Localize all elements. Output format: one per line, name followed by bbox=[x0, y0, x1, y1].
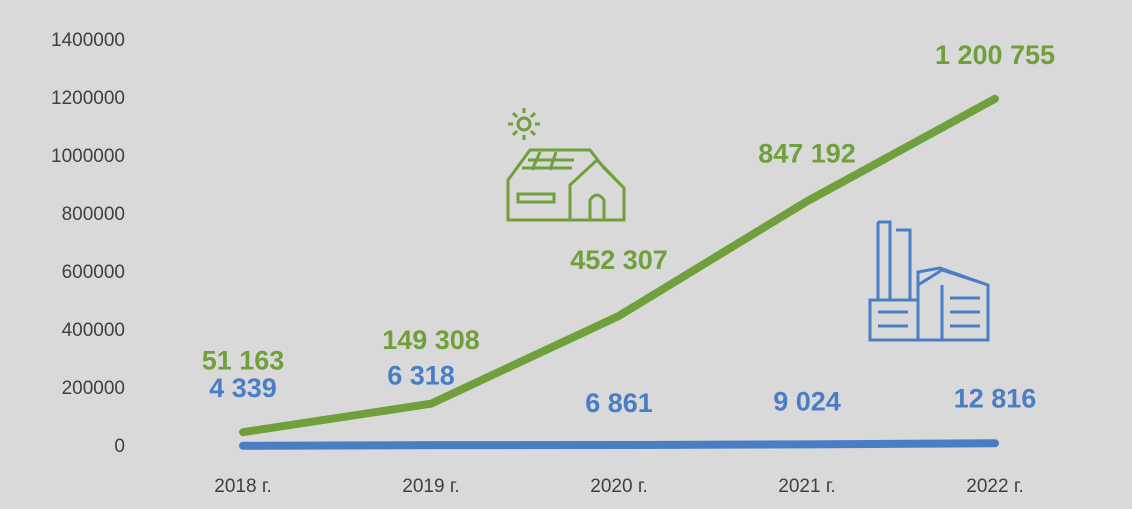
data-label: 12 816 bbox=[954, 383, 1037, 413]
y-tick-label: 0 bbox=[114, 436, 125, 457]
data-label: 1 200 755 bbox=[935, 40, 1055, 70]
y-tick-label: 400000 bbox=[62, 320, 125, 341]
series-line bbox=[239, 94, 999, 437]
data-label: 847 192 bbox=[758, 138, 856, 168]
y-tick-label: 600000 bbox=[62, 262, 125, 283]
data-label: 9 024 bbox=[773, 387, 841, 417]
y-tick-label: 1400000 bbox=[51, 30, 125, 51]
y-tick-label: 1200000 bbox=[51, 88, 125, 109]
data-label: 452 307 bbox=[570, 245, 668, 275]
series-line bbox=[239, 439, 999, 450]
y-tick-label: 800000 bbox=[62, 204, 125, 225]
data-label: 6 318 bbox=[387, 360, 455, 390]
factory-icon bbox=[868, 220, 990, 342]
y-tick-label: 1000000 bbox=[51, 146, 125, 167]
x-tick-label: 2019 г. bbox=[402, 476, 459, 497]
data-label: 6 861 bbox=[585, 388, 653, 418]
data-label: 4 339 bbox=[209, 373, 277, 403]
x-tick-label: 2020 г. bbox=[590, 476, 647, 497]
x-tick-label: 2018 г. bbox=[214, 476, 271, 497]
data-label: 149 308 bbox=[382, 325, 480, 355]
data-label: 51 163 bbox=[202, 345, 285, 375]
x-tick-label: 2021 г. bbox=[778, 476, 835, 497]
y-tick-label: 200000 bbox=[62, 378, 125, 399]
x-tick-label: 2022 г. bbox=[966, 476, 1023, 497]
house-icon bbox=[506, 108, 626, 222]
